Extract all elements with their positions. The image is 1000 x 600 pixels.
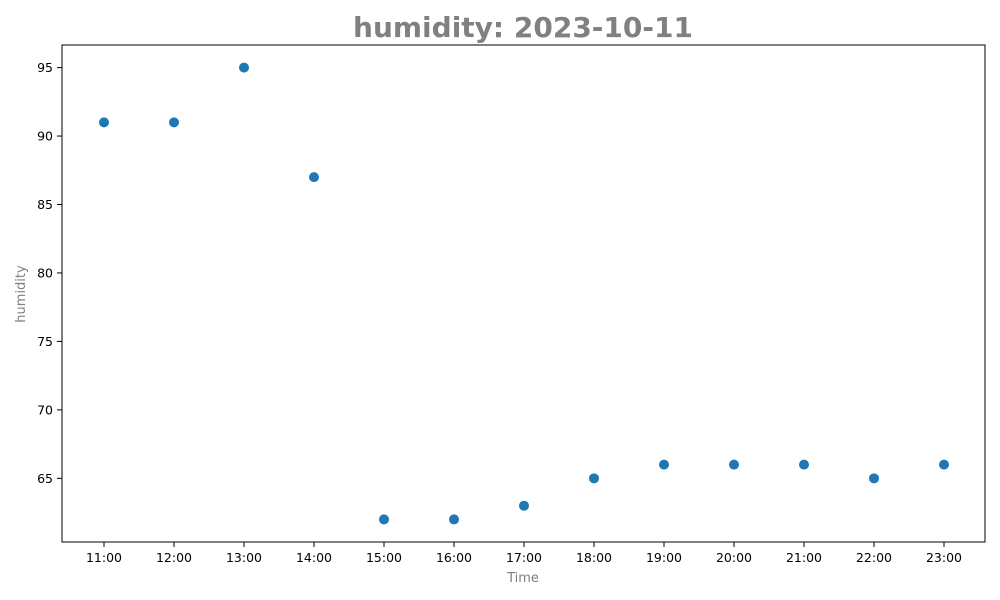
x-tick-label: 22:00 [856,550,892,565]
data-point [939,459,949,470]
data-point [169,117,179,128]
data-point [519,500,529,511]
x-tick-label: 21:00 [786,550,822,565]
y-axis-label: humidity [14,265,29,323]
x-tick-label: 18:00 [576,550,612,565]
data-point [729,459,739,470]
y-tick-label: 80 [37,265,53,280]
y-tick-label: 65 [37,471,53,486]
x-tick-label: 15:00 [366,550,402,565]
x-tick-label: 14:00 [296,550,332,565]
x-tick-label: 11:00 [86,550,122,565]
x-tick-label: 19:00 [646,550,682,565]
data-point [799,459,809,470]
x-tick-label: 13:00 [226,550,262,565]
x-tick-label: 20:00 [716,550,752,565]
y-tick-label: 95 [37,60,53,75]
y-tick-label: 90 [37,129,53,144]
y-tick-label: 75 [37,334,53,349]
ticks-layer: 11:00 12:00 13:00 14:00 15:00 16:00 17:00 18:00… [37,60,962,565]
x-tick-label: 12:00 [156,550,192,565]
data-point [309,172,319,183]
data-point [449,514,459,525]
x-tick-label: 16:00 [436,550,472,565]
data-point [869,473,879,484]
chart-title: humidity: 2023-10-11 [353,11,693,44]
data-point [99,117,109,128]
data-point [379,514,389,525]
data-point [239,62,249,73]
data-point [659,459,669,470]
x-axis-label: Time [506,571,539,586]
plot-area [61,44,986,543]
points-layer [99,62,949,525]
x-tick-label: 17:00 [506,550,542,565]
x-tick-label: 23:00 [926,550,962,565]
data-point [589,473,599,484]
y-tick-label: 85 [37,197,53,212]
y-tick-label: 70 [37,402,53,417]
